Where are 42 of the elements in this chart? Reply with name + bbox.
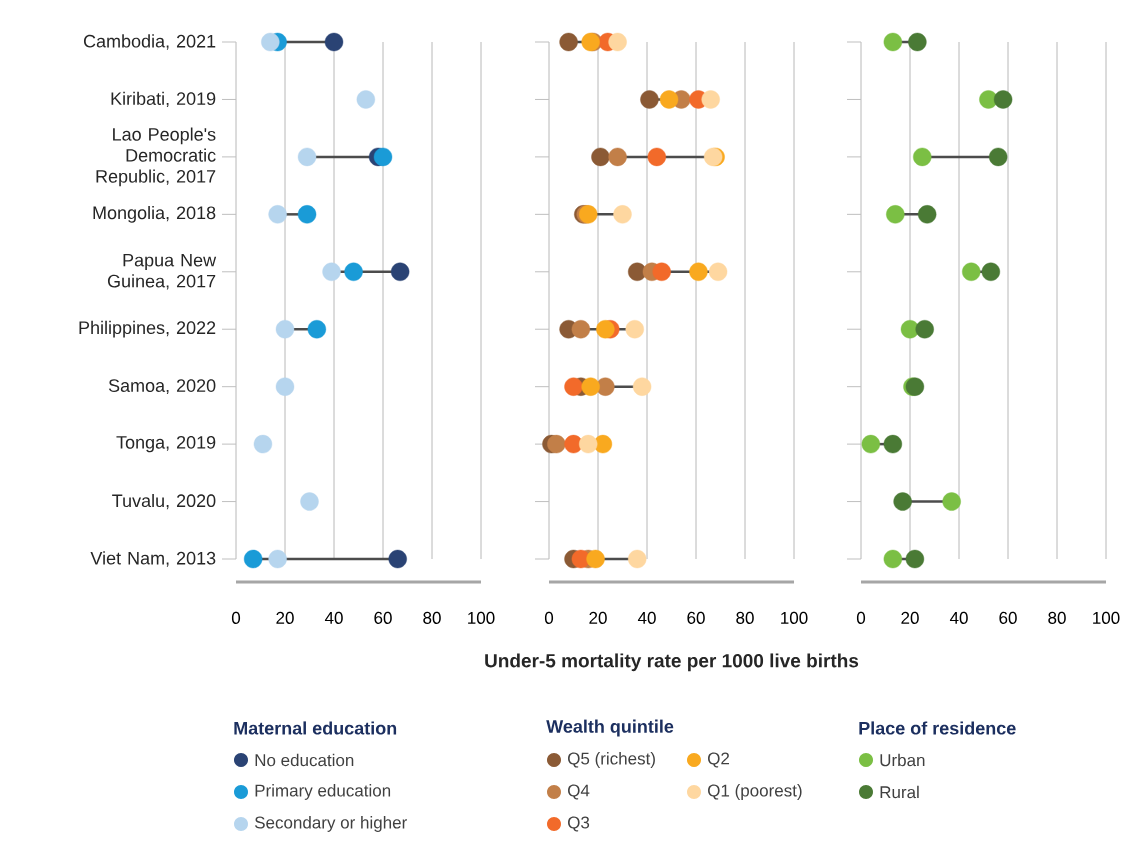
x-tick-label: 40 (637, 611, 656, 624)
x-tick-label: 100 (468, 611, 495, 624)
legend-label: Urban (880, 753, 925, 767)
legend-label: Q2 (708, 752, 730, 768)
legend-label: Q5 (richest) (568, 752, 655, 768)
x-tick-label: 0 (856, 611, 866, 624)
x-tick-label: 80 (736, 611, 754, 624)
x-tick-label: 40 (949, 611, 968, 624)
legend-title: Wealth quintile (546, 719, 674, 737)
legend-label: No education (255, 753, 354, 767)
x-tick-label: 80 (1048, 611, 1066, 624)
legend-label: Q4 (568, 784, 590, 800)
y-tick-label: Cambodia, 2021 (83, 34, 216, 50)
legend-label: Secondary or higher (254, 816, 407, 832)
x-tick-label: 20 (276, 611, 294, 624)
y-tick-label: Viet Nam, 2013 (90, 551, 216, 567)
y-tick-label: Papua New Guinea, 2017 (107, 253, 217, 290)
legend-label: Rural (880, 785, 919, 799)
y-tick-label: Samoa, 2020 (108, 379, 216, 395)
legend-title: Maternal education (234, 721, 397, 735)
x-tick-label: 60 (999, 611, 1017, 624)
legend-label: Q1 (poorest) (708, 784, 802, 800)
legend-label: Primary education (255, 784, 391, 800)
x-tick-label: 20 (901, 611, 919, 624)
legend-title: Place of residence (859, 721, 1016, 735)
x-tick-label: 0 (544, 611, 554, 624)
y-tick-label: Mongolia, 2018 (93, 205, 216, 223)
y-tick-label: Tonga, 2019 (116, 435, 216, 453)
x-tick-label: 100 (781, 611, 808, 624)
x-tick-label: 0 (231, 611, 241, 624)
y-tick-label: Philippines, 2022 (79, 320, 216, 338)
x-axis-title: Under-5 mortality rate per 1000 live births (485, 653, 859, 672)
x-tick-label: 40 (324, 611, 343, 624)
x-tick-label: 60 (687, 611, 705, 624)
x-tick-label: 20 (589, 611, 607, 624)
y-tick-label: Lao People's Democratic Republic, 2017 (96, 127, 216, 187)
x-tick-label: 60 (374, 611, 392, 624)
x-tick-label: 80 (423, 611, 441, 624)
x-tick-label: 100 (1093, 611, 1120, 624)
legend-label: Q3 (568, 816, 590, 832)
y-tick-label: Tuvalu, 2020 (112, 493, 216, 510)
y-tick-label: Kiribati, 2019 (111, 91, 216, 108)
